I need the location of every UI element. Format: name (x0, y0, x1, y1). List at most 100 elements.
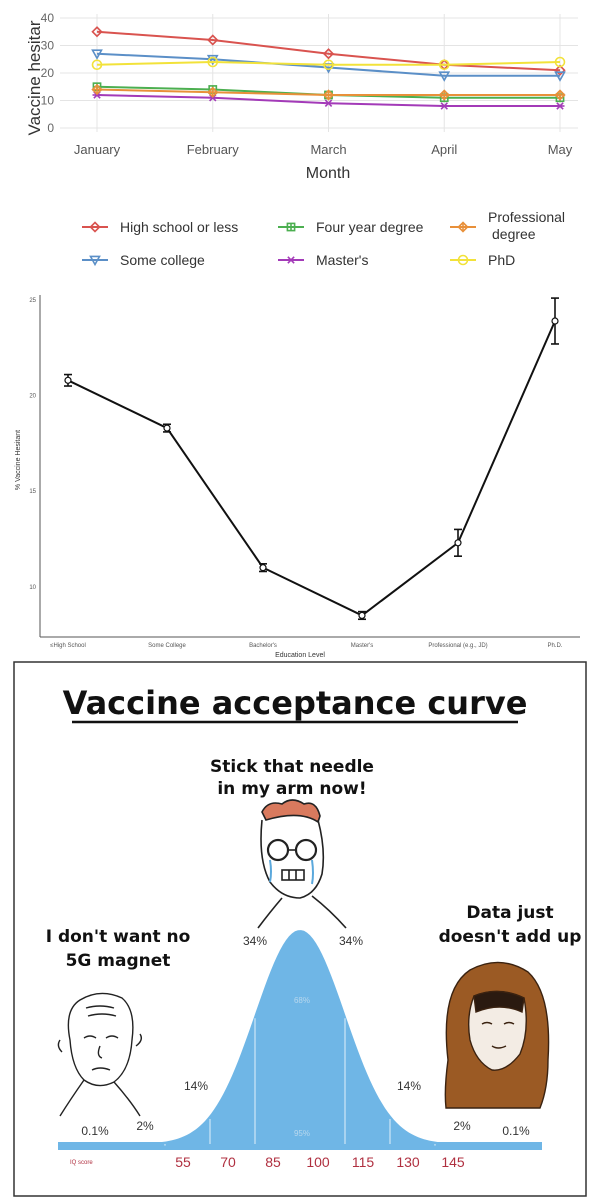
y-tick-label: 15 (29, 489, 36, 495)
hesitancy-by-education-chart: 10 15 20 25 ≤High School Some College Bachelo… (15, 295, 580, 659)
data-point (454, 539, 462, 547)
pct-right-tail: 0.1% (502, 1124, 530, 1138)
series-lines (91, 26, 566, 110)
x-tick-label: January (74, 142, 121, 157)
series-point (438, 59, 450, 71)
panel-title: Vaccine acceptance curve (63, 684, 528, 722)
bell-curve (58, 930, 542, 1150)
y-tick-labels: 10 15 20 25 (29, 298, 36, 591)
series-point (438, 71, 451, 82)
iq-tick-label: 85 (265, 1154, 281, 1170)
y-tick-label: 10 (41, 94, 55, 108)
iq-tick-label: 70 (220, 1154, 236, 1170)
series-point-d2 (556, 102, 564, 110)
series-point-d2 (440, 102, 448, 110)
series-line (96, 30, 561, 72)
pct-left-small: 2% (136, 1119, 154, 1133)
crying-wojak-illustration (257, 799, 347, 929)
legend-marker-d2 (287, 256, 295, 264)
y-tick-label: 40 (41, 11, 55, 25)
series-point (322, 48, 335, 60)
plot-area (64, 297, 559, 621)
pct-right-center: 34% (339, 934, 363, 948)
y-tick-labels: 0 10 20 30 40 (41, 11, 55, 135)
iq-tick-label: 145 (441, 1154, 465, 1170)
pct-inner-95: 95% (294, 1129, 310, 1138)
y-tick-label: 20 (41, 66, 55, 80)
y-tick-label: 25 (29, 298, 36, 304)
series-point (91, 59, 103, 71)
x-tick-label: April (431, 142, 457, 157)
series-line (96, 60, 561, 66)
data-point (163, 424, 171, 432)
series-point-d2 (324, 99, 333, 107)
x-tick-label: ≤High School (50, 643, 86, 649)
legend-label: Master's (316, 252, 368, 268)
legend-label: degree (492, 226, 536, 242)
series-point (91, 26, 103, 38)
pct-left-mid: 14% (184, 1079, 208, 1093)
series-point (323, 59, 334, 71)
legend: High school or less Four year degree Profe… (82, 209, 565, 268)
pct-right-mid: 14% (397, 1079, 421, 1093)
hooded-figure-illustration (444, 961, 550, 1109)
legend-label: Professional (488, 209, 565, 225)
x-axis-label: Education Level (275, 652, 325, 659)
x-axis-label: Month (306, 165, 350, 182)
iq-axis-label: IQ score (70, 1160, 93, 1166)
legend-marker (89, 255, 101, 267)
x-tick-label: Master's (351, 643, 373, 649)
pct-left-tail: 0.1% (81, 1124, 109, 1138)
curve-baseline (58, 1142, 542, 1150)
x-tick-labels: January February March April May (74, 142, 573, 157)
series-point (554, 71, 566, 82)
iq-tick-label: 100 (306, 1154, 330, 1170)
x-tick-label: Some College (148, 643, 186, 649)
caption-right-line2: doesn't add up (439, 927, 582, 947)
series-line (67, 320, 556, 617)
data-point (551, 317, 559, 325)
iq-tick-label: 55 (175, 1154, 191, 1170)
legend-marker (457, 254, 469, 266)
y-axis-label: Vaccine hesitar (25, 20, 44, 135)
x-tick-label: March (310, 142, 346, 157)
legend-label: Some college (120, 252, 205, 268)
hesitancy-by-month-chart: 0 10 20 30 40 January February March April May V… (25, 11, 578, 268)
caption-left-line1: I don't want no (46, 927, 191, 947)
caption-center-line2: in my arm now! (217, 779, 366, 799)
pct-right-small: 2% (453, 1119, 471, 1133)
legend-label: PhD (488, 252, 515, 268)
data-point (64, 376, 72, 384)
series-point (206, 54, 219, 66)
data-point (358, 611, 366, 620)
caption-center-line1: Stick that needle (210, 757, 374, 777)
y-tick-label: 30 (41, 39, 55, 53)
iq-tick-labels: 55 70 85 100 115 130 145 (175, 1154, 465, 1170)
iq-tick-label: 130 (396, 1154, 420, 1170)
acceptance-curve-panel: Vaccine acceptance curve 55 70 85 100 115 130… (13, 661, 587, 1197)
series-point (554, 56, 566, 68)
caption-right-line1: Data just (466, 903, 553, 923)
bald-wojak-illustration (57, 992, 143, 1117)
x-tick-label: Ph.D. (547, 643, 562, 649)
y-tick-label: 20 (29, 394, 36, 400)
x-tick-labels: ≤High School Some College Bachelor's Master… (50, 643, 563, 649)
series-point (91, 49, 103, 60)
series-point (207, 56, 219, 68)
series-line (96, 52, 560, 77)
y-tick-label: 10 (29, 585, 36, 591)
x-tick-label: February (187, 142, 240, 157)
y-tick-label: 0 (47, 121, 54, 135)
x-tick-label: Bachelor's (249, 643, 277, 649)
series-point (207, 34, 219, 46)
curve-area (58, 930, 542, 1144)
caption-left-line2: 5G magnet (66, 951, 171, 971)
y-axis-label: % Vaccine Hesitant (15, 430, 22, 490)
pct-left-center: 34% (243, 934, 267, 948)
legend-label: Four year degree (316, 219, 424, 235)
x-tick-label: May (548, 142, 573, 157)
legend-marker (89, 221, 101, 233)
legend-label: High school or less (120, 219, 238, 235)
pct-inner-68: 68% (294, 996, 310, 1005)
plot-grid (60, 14, 578, 132)
